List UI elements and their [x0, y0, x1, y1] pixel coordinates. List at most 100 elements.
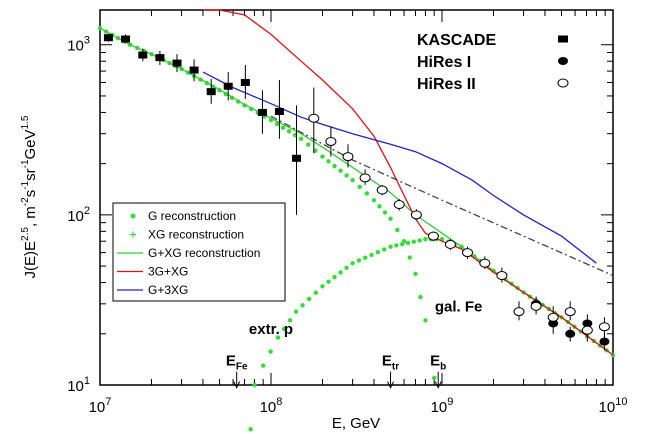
hires-ii-point — [547, 312, 559, 322]
hires-ii-point — [581, 325, 593, 335]
hires-i-point — [565, 329, 576, 338]
model-legend-frame — [112, 202, 286, 302]
annotation-label: extr. p — [249, 321, 293, 338]
g-reconstruction-dot — [332, 163, 337, 169]
g-reconstruction-dot — [431, 375, 437, 381]
xg-reconstruction-dot — [411, 239, 416, 244]
g-reconstruction-dot — [350, 177, 355, 183]
hires-ii-point — [444, 239, 456, 249]
xg-reconstruction-dot — [382, 247, 387, 252]
x-axis-title: E, GeV — [332, 415, 380, 432]
xg-reconstruction-dot — [293, 309, 299, 314]
kascade-point — [274, 108, 284, 116]
g-reconstruction-dot — [395, 227, 400, 233]
xg-reconstruction-dot — [313, 290, 319, 295]
hires-ii-point — [479, 258, 491, 268]
hires-ii-point — [393, 200, 405, 210]
g-reconstruction-dot — [371, 197, 377, 203]
g-reconstruction-dot — [320, 154, 325, 159]
xg-reconstruction-dot — [300, 303, 305, 308]
annotation-label: Eb — [430, 353, 446, 373]
g-reconstruction-dot — [388, 216, 393, 221]
xg-reconstruction-dot — [350, 260, 355, 266]
experiment-legend-label: HiRes II — [417, 76, 476, 93]
hires-ii-point — [308, 113, 320, 123]
kascade-point — [189, 66, 199, 74]
xg-reconstruction-dot — [268, 349, 273, 354]
kascade-point — [240, 78, 250, 86]
kascade-point — [206, 88, 216, 96]
g-reconstruction-dot — [357, 184, 362, 190]
annotation-arrowhead — [434, 381, 442, 389]
g-reconstruction-dot — [423, 318, 428, 323]
y-tick-label: 102 — [67, 205, 90, 225]
hires-ii-point — [359, 173, 371, 183]
g-reconstruction-dot — [344, 173, 349, 178]
plot-frame — [99, 9, 614, 386]
xg-reconstruction-dot — [248, 426, 253, 432]
xg-reconstruction-dot — [363, 255, 368, 260]
hires-ii-point — [427, 231, 439, 241]
model-legend-label: G reconstruction — [148, 209, 236, 223]
kascade-point — [138, 51, 148, 59]
experiment-legend-label: HiRes I — [417, 54, 471, 71]
reference-curve — [270, 115, 614, 277]
kascade-point — [155, 54, 165, 62]
model-legend-label: XG reconstruction — [148, 228, 244, 242]
xg-reconstruction-dot — [405, 240, 411, 246]
x-tick-label: 109 — [431, 396, 454, 416]
g-reconstruction-dot — [377, 204, 382, 209]
xg-reconstruction-dot — [275, 335, 281, 340]
xg-reconstruction-dot — [287, 318, 293, 323]
y-tick-label: 103 — [67, 35, 90, 55]
g-reconstruction-dot — [306, 142, 311, 147]
g-reconstruction-dot — [382, 210, 388, 215]
model-legend: G reconstruction XG reconstruction G+XG re… — [112, 202, 286, 302]
annotation-arrowhead — [233, 381, 241, 389]
xg-reconstruction-dot — [394, 243, 399, 248]
annotation-label: Etr — [382, 353, 399, 373]
g-reconstruction-dot — [326, 159, 331, 164]
model-legend-label: 3G+XG — [148, 265, 188, 279]
annotations: extr. p gal. Fe EFe Etr Eb — [226, 299, 482, 389]
hires-ii-point — [598, 322, 610, 332]
xg-reconstruction-dot — [281, 326, 287, 332]
g-reconstruction-dot — [413, 271, 418, 277]
annotation-arrowhead — [387, 381, 394, 389]
g-reconstruction-dot — [280, 125, 286, 130]
hires-ii-point — [564, 307, 576, 317]
g-reconstruction-dot — [418, 294, 423, 300]
y-tick-label: 101 — [67, 375, 90, 395]
xg-reconstruction-dot — [344, 265, 349, 271]
xg-reconstruction-dot — [388, 244, 393, 249]
xg-reconstruction-dot — [338, 270, 343, 275]
xg-reconstruction-dot — [326, 279, 331, 284]
experiment-legend-marker — [558, 35, 568, 43]
hires-ii-point — [410, 210, 422, 220]
model-legend-label: G+3XG — [148, 283, 188, 297]
kascade-point — [292, 154, 302, 162]
hires-ii-point — [513, 307, 525, 317]
annotation-label: EFe — [226, 353, 248, 373]
g-reconstruction-dot — [407, 255, 412, 260]
xg-reconstruction-dot — [369, 252, 374, 258]
kascade-point — [121, 35, 131, 43]
hires-ii-point — [496, 271, 508, 281]
x-tick-label: 1010 — [599, 396, 628, 416]
y-axis-title: J(E)E2.5, m-2s-1sr-1GeV1.5 — [20, 115, 39, 278]
kascade-point — [172, 59, 182, 67]
model-legend-label: G+XG reconstruction — [148, 246, 260, 260]
hires-ii-point — [376, 185, 388, 195]
g-reconstruction-dot — [298, 136, 304, 141]
g-reconstruction-dot — [364, 191, 370, 196]
hires-ii-point — [325, 136, 337, 146]
experiment-legend-marker — [558, 57, 568, 65]
experiment-legend: KASCADE HiRes I HiRes II — [417, 32, 569, 93]
hires-i-point — [599, 337, 610, 346]
g-reconstruction-dot — [286, 129, 292, 134]
kascade-point — [103, 34, 113, 42]
xg-reconstruction-dot — [399, 241, 405, 247]
g-reconstruction-dot — [274, 121, 280, 127]
model-legend-marker — [130, 213, 136, 219]
